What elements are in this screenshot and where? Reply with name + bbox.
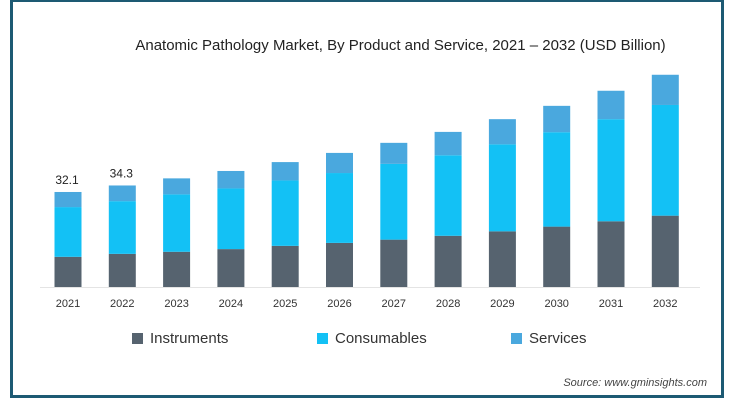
x-tick-label: 2025 bbox=[273, 298, 297, 310]
bar-consumables-2023 bbox=[163, 194, 191, 252]
data-label: 34.3 bbox=[110, 166, 134, 180]
bar-instruments-2030 bbox=[543, 226, 571, 287]
bar-consumables-2022 bbox=[108, 201, 136, 254]
bar-instruments-2032 bbox=[651, 215, 679, 287]
legend-item-instruments: Instruments bbox=[132, 330, 228, 347]
legend-swatch-services bbox=[511, 333, 522, 344]
x-tick-label: 2027 bbox=[382, 298, 406, 310]
bar-instruments-2025 bbox=[271, 245, 299, 287]
bar-instruments-2031 bbox=[597, 221, 625, 287]
bar-services-2023 bbox=[163, 178, 191, 195]
data-label: 32.1 bbox=[55, 173, 79, 187]
bar-services-2024 bbox=[217, 170, 245, 189]
bar-instruments-2022 bbox=[108, 253, 136, 287]
source-note: Source: www.gminsights.com bbox=[563, 377, 707, 389]
bar-services-2030 bbox=[543, 105, 571, 133]
bar-services-2027 bbox=[380, 142, 408, 164]
bar-consumables-2024 bbox=[217, 188, 245, 250]
legend-swatch-instruments bbox=[132, 333, 143, 344]
bar-instruments-2028 bbox=[434, 235, 462, 287]
bar-consumables-2028 bbox=[434, 155, 462, 236]
bar-instruments-2026 bbox=[326, 242, 353, 287]
legend-item-consumables: Consumables bbox=[317, 330, 427, 347]
bar-consumables-2029 bbox=[488, 144, 516, 232]
legend-label: Services bbox=[529, 330, 587, 347]
chart-title: Anatomic Pathology Market, By Product an… bbox=[135, 37, 666, 54]
bar-consumables-2031 bbox=[597, 119, 625, 222]
x-tick-label: 2023 bbox=[164, 298, 188, 310]
bar-services-2026 bbox=[326, 152, 353, 174]
x-tick-label: 2032 bbox=[653, 298, 677, 310]
bar-instruments-2024 bbox=[217, 249, 245, 287]
x-tick-label: 2026 bbox=[327, 298, 351, 310]
bar-instruments-2023 bbox=[163, 251, 191, 287]
bar-instruments-2021 bbox=[54, 256, 82, 287]
legend-label: Instruments bbox=[150, 330, 229, 347]
legend-item-services: Services bbox=[511, 330, 587, 347]
legend-swatch-consumables bbox=[317, 333, 328, 344]
bar-services-2029 bbox=[488, 119, 516, 145]
bar-instruments-2029 bbox=[488, 231, 516, 287]
bar-services-2031 bbox=[597, 90, 625, 120]
bar-services-2022 bbox=[108, 185, 136, 202]
bar-consumables-2032 bbox=[651, 104, 679, 216]
bar-consumables-2026 bbox=[326, 173, 353, 243]
bar-services-2025 bbox=[271, 162, 299, 181]
bar-services-2021 bbox=[54, 191, 82, 208]
x-tick-label: 2024 bbox=[219, 298, 243, 310]
x-tick-label: 2021 bbox=[56, 298, 80, 310]
x-tick-label: 2028 bbox=[436, 298, 460, 310]
x-tick-label: 2031 bbox=[599, 298, 623, 310]
x-tick-label: 2022 bbox=[110, 298, 134, 310]
bar-services-2028 bbox=[434, 131, 462, 156]
bar-consumables-2021 bbox=[54, 207, 82, 257]
bar-services-2032 bbox=[651, 74, 679, 105]
bar-consumables-2030 bbox=[543, 132, 571, 227]
bar-instruments-2027 bbox=[380, 239, 408, 287]
x-tick-label: 2030 bbox=[544, 298, 568, 310]
bar-consumables-2025 bbox=[271, 180, 299, 246]
bar-consumables-2027 bbox=[380, 163, 408, 240]
legend-label: Consumables bbox=[335, 330, 427, 347]
x-tick-label: 2029 bbox=[490, 298, 514, 310]
